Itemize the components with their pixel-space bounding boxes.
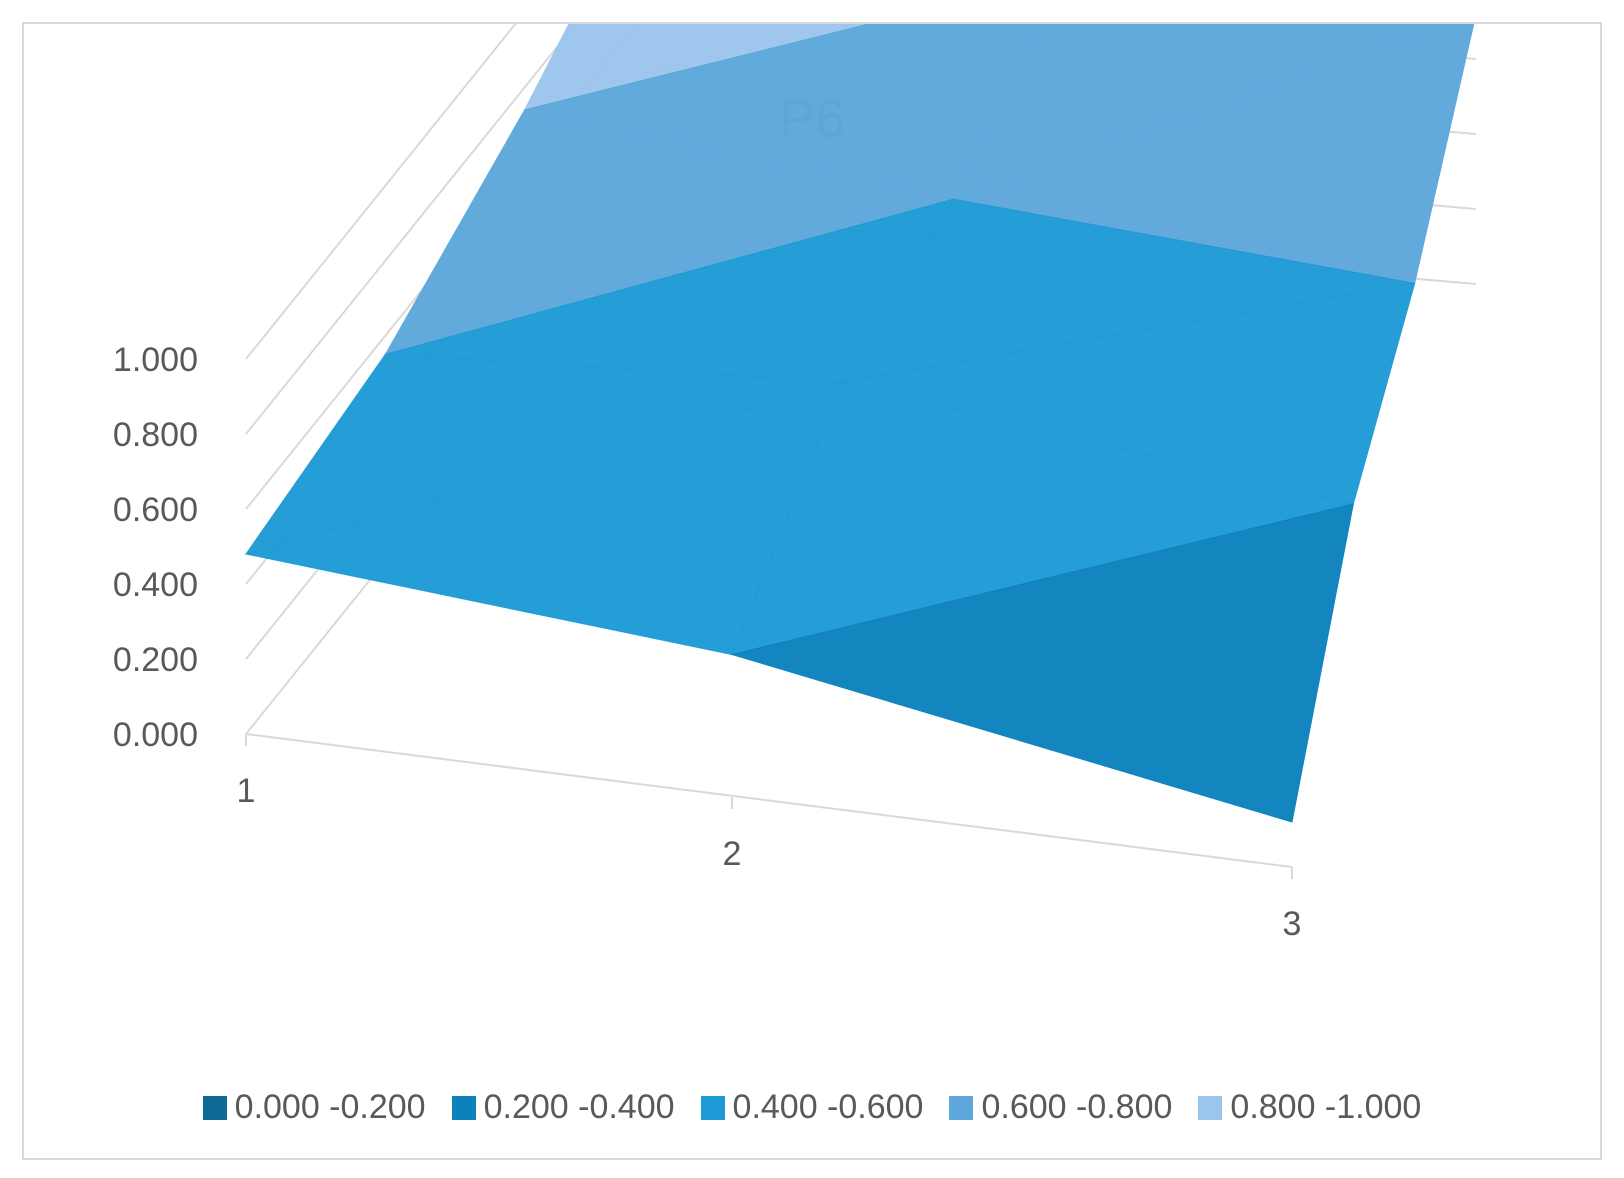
surface-facet (245, 381, 844, 656)
tick-layer: 0.000 0.200 0.400 0.600 0.800 1.000 1 2 3 (113, 341, 1302, 943)
legend-swatch (451, 1095, 476, 1120)
legend: 0.000 -0.200 0.200 -0.400 0.400 -0.600 0.60… (24, 1088, 1600, 1127)
surface-layer (244, 24, 1475, 823)
legend-item: 0.800 -1.000 (1198, 1088, 1421, 1127)
z-tick-label: 0.000 (113, 716, 198, 754)
x-category-label: 1 (237, 772, 256, 810)
legend-label: 0.800 -1.000 (1230, 1088, 1422, 1126)
legend-swatch (949, 1095, 974, 1120)
x-category-label: 2 (723, 835, 742, 873)
gridline (245, 24, 517, 360)
z-tick-label: 1.000 (113, 341, 198, 379)
z-tick-label: 0.400 (113, 566, 198, 604)
legend-label: 0.600 -0.800 (981, 1088, 1173, 1126)
legend-swatch (202, 1095, 227, 1120)
legend-swatch (1198, 1095, 1223, 1120)
legend-item: 0.400 -0.600 (700, 1088, 924, 1127)
legend-item: 0.600 -0.800 (949, 1088, 1172, 1127)
legend-item: 0.200 -0.400 (451, 1088, 675, 1127)
x-axis-line (245, 733, 1293, 868)
legend-swatch (700, 1095, 725, 1120)
legend-label: 0.200 -0.400 (483, 1088, 675, 1126)
z-tick-label: 0.800 (113, 416, 198, 454)
legend-item: 0.000 -0.200 (202, 1088, 426, 1127)
z-tick-label: 0.200 (113, 641, 198, 679)
x-category-label: 3 (1283, 905, 1302, 943)
z-tick-label: 0.600 (113, 491, 198, 529)
gridline (245, 24, 577, 435)
legend-label: 0.000 -0.200 (234, 1088, 426, 1126)
legend-label: 0.400 -0.600 (732, 1088, 924, 1126)
surface-facet (730, 503, 1354, 823)
surface-plot: 0.000 0.200 0.400 0.600 0.800 1.000 1 2 3 (113, 24, 1477, 943)
